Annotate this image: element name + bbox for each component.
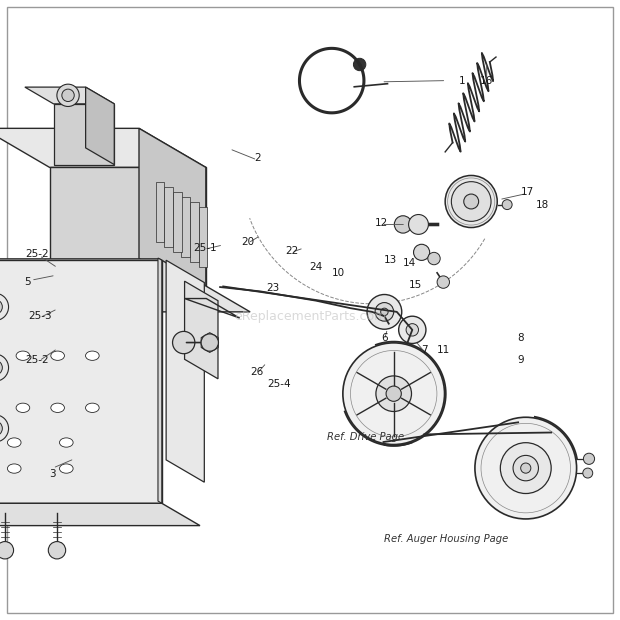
Text: 15: 15 xyxy=(409,280,422,290)
Polygon shape xyxy=(156,182,164,242)
Circle shape xyxy=(521,463,531,473)
Ellipse shape xyxy=(16,403,30,412)
Text: 7: 7 xyxy=(422,345,428,355)
Text: 13: 13 xyxy=(384,255,397,265)
Text: 22: 22 xyxy=(285,246,298,256)
Text: 11: 11 xyxy=(436,345,450,355)
Polygon shape xyxy=(0,128,206,167)
Circle shape xyxy=(399,316,426,343)
Polygon shape xyxy=(0,503,200,526)
Circle shape xyxy=(48,542,66,559)
Circle shape xyxy=(172,331,195,353)
Polygon shape xyxy=(182,197,190,257)
Ellipse shape xyxy=(7,438,21,447)
Circle shape xyxy=(394,216,412,233)
Circle shape xyxy=(406,324,419,336)
Circle shape xyxy=(367,294,402,329)
Polygon shape xyxy=(0,259,250,312)
Text: 8: 8 xyxy=(518,333,524,343)
Polygon shape xyxy=(53,104,114,165)
Circle shape xyxy=(376,376,412,412)
Circle shape xyxy=(375,303,394,321)
Circle shape xyxy=(386,386,401,401)
Text: 5: 5 xyxy=(25,277,31,287)
Circle shape xyxy=(0,415,9,442)
Polygon shape xyxy=(86,87,114,165)
Text: 25-1: 25-1 xyxy=(193,243,216,253)
Text: 25-2: 25-2 xyxy=(25,249,49,259)
Circle shape xyxy=(201,334,218,351)
Polygon shape xyxy=(164,187,173,247)
Polygon shape xyxy=(139,128,206,298)
Text: eReplacementParts.com: eReplacementParts.com xyxy=(234,310,386,322)
Text: 14: 14 xyxy=(402,259,416,268)
Circle shape xyxy=(475,417,577,519)
Ellipse shape xyxy=(7,464,21,473)
Text: Ref. Auger Housing Page: Ref. Auger Housing Page xyxy=(384,534,508,544)
Circle shape xyxy=(353,58,366,71)
Polygon shape xyxy=(50,167,206,298)
Text: 6: 6 xyxy=(381,333,388,343)
Polygon shape xyxy=(190,202,199,262)
Circle shape xyxy=(583,453,595,464)
Text: 26: 26 xyxy=(250,367,264,377)
Text: 25-3: 25-3 xyxy=(29,311,52,321)
Polygon shape xyxy=(0,260,162,503)
Circle shape xyxy=(502,200,512,210)
Circle shape xyxy=(445,175,497,228)
Circle shape xyxy=(513,455,538,481)
Text: 25-2: 25-2 xyxy=(25,355,49,365)
Text: 23: 23 xyxy=(266,283,280,293)
Text: Ref. Drive Page: Ref. Drive Page xyxy=(327,432,404,442)
Circle shape xyxy=(464,194,479,209)
Circle shape xyxy=(0,542,14,559)
Ellipse shape xyxy=(86,403,99,412)
Circle shape xyxy=(451,182,491,221)
Circle shape xyxy=(343,343,445,445)
Text: 25-4: 25-4 xyxy=(267,379,291,389)
Polygon shape xyxy=(166,260,205,482)
Text: 10: 10 xyxy=(331,268,345,278)
Text: 17: 17 xyxy=(520,187,534,197)
Circle shape xyxy=(428,252,440,265)
Text: 9: 9 xyxy=(518,355,524,365)
Text: 16: 16 xyxy=(480,76,494,86)
Circle shape xyxy=(583,468,593,478)
Circle shape xyxy=(62,89,74,102)
Text: 12: 12 xyxy=(374,218,388,228)
Polygon shape xyxy=(185,281,218,379)
Polygon shape xyxy=(99,284,113,335)
Ellipse shape xyxy=(86,351,99,360)
Polygon shape xyxy=(158,258,162,503)
Circle shape xyxy=(409,215,428,234)
Text: 3: 3 xyxy=(50,469,56,479)
Circle shape xyxy=(0,299,2,314)
Ellipse shape xyxy=(60,438,73,447)
Text: 20: 20 xyxy=(241,237,255,247)
Polygon shape xyxy=(198,206,207,267)
Ellipse shape xyxy=(51,403,64,412)
Polygon shape xyxy=(173,192,182,252)
Circle shape xyxy=(437,276,450,288)
Text: 1: 1 xyxy=(459,76,465,86)
Polygon shape xyxy=(25,87,114,104)
Text: 24: 24 xyxy=(309,262,323,272)
Circle shape xyxy=(414,244,430,260)
Circle shape xyxy=(500,443,551,494)
Ellipse shape xyxy=(51,351,64,360)
Polygon shape xyxy=(201,332,218,352)
Text: 18: 18 xyxy=(536,200,549,210)
Circle shape xyxy=(381,308,388,316)
Circle shape xyxy=(0,421,2,436)
Ellipse shape xyxy=(60,464,73,473)
Text: 2: 2 xyxy=(254,153,260,163)
Circle shape xyxy=(0,293,9,321)
Circle shape xyxy=(0,360,2,375)
Circle shape xyxy=(0,354,9,381)
Ellipse shape xyxy=(16,351,30,360)
Circle shape xyxy=(57,84,79,107)
